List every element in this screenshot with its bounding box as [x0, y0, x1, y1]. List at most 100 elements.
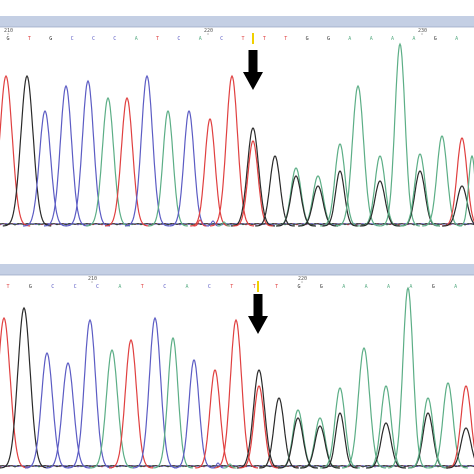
trace-peak	[276, 175, 316, 227]
base-call: G	[434, 36, 437, 42]
trace-peak	[446, 385, 474, 469]
panel-divider	[0, 232, 474, 262]
base-call: A	[118, 284, 121, 290]
trace-peak	[342, 346, 386, 469]
trace-peak	[148, 109, 188, 227]
trace-peak	[90, 348, 134, 469]
trace-peak	[193, 219, 207, 227]
trace-peak	[195, 369, 235, 469]
trace-peak	[233, 140, 273, 227]
trace-peak	[217, 221, 231, 227]
trace-peak	[278, 409, 318, 469]
trace-peak	[300, 425, 340, 469]
base-call: C	[92, 36, 95, 42]
trace-peak	[230, 127, 276, 227]
trace-peak	[336, 84, 380, 227]
trace-peak	[45, 362, 91, 469]
position-label: 210	[4, 28, 13, 34]
position-label: 220	[298, 276, 307, 282]
base-call: T	[28, 36, 31, 42]
trace-peak	[380, 42, 420, 227]
trace-peak	[400, 153, 440, 227]
trace-peak	[133, 316, 177, 469]
trace-peak	[442, 185, 474, 227]
base-call: G	[29, 284, 32, 290]
trace-peak	[422, 135, 462, 227]
base-call: C	[208, 284, 211, 290]
trace-peak	[458, 154, 474, 227]
base-call: C	[51, 284, 54, 290]
trace-peak	[360, 180, 400, 227]
down-arrow-icon	[243, 50, 263, 90]
base-call: A	[455, 36, 458, 42]
base-call: A	[409, 284, 412, 290]
trace-peak	[366, 422, 406, 469]
base-call: C	[163, 284, 166, 290]
trace-peak	[446, 427, 474, 469]
base-call: C	[113, 36, 116, 42]
base-call: A	[199, 36, 202, 42]
trace-peak	[2, 74, 52, 227]
base-call: A	[342, 284, 345, 290]
chromatogram-trace-top: 210 220 230 G T G C C C A T C A C T T T G G A A A A G A	[0, 16, 474, 227]
trace-peak	[214, 318, 258, 469]
trace-peak	[68, 318, 112, 469]
trace-peak	[169, 109, 209, 227]
chromatogram-panel-bottom: 210 220 T G C C C A T C A C T T T G G A A A A G A	[0, 252, 474, 474]
base-call: A	[391, 36, 394, 42]
base-call: C	[74, 284, 77, 290]
trace-peak	[223, 463, 237, 469]
trace-peak	[174, 359, 214, 469]
base-call: A	[365, 284, 368, 290]
position-label: 220	[204, 28, 213, 34]
chromatogram-trace-bottom: 210 220 T G C C C A T C A C T T T G G A A A A G A	[0, 264, 474, 469]
chromatogram-panel-top: 210 220 230 G T G C C C A T C A C T T T G G A A A A G A	[0, 16, 474, 227]
trace-peak	[211, 462, 225, 469]
base-call: A	[387, 284, 390, 290]
trace-peak	[320, 143, 360, 227]
base-call: C	[96, 284, 99, 290]
position-label: 210	[88, 276, 97, 282]
trace-peak	[210, 74, 254, 227]
header-bar	[0, 16, 474, 27]
base-call: T	[263, 36, 266, 42]
base-call: T	[253, 284, 256, 290]
trace-peak	[105, 96, 149, 227]
trace-peak	[44, 84, 88, 227]
down-arrow-icon	[248, 294, 268, 334]
header-bar	[0, 264, 474, 275]
base-call: T	[141, 284, 144, 290]
base-call: T	[156, 36, 159, 42]
base-call: T	[6, 284, 9, 290]
trace-peak	[109, 338, 153, 469]
base-call: T	[230, 284, 233, 290]
baseline-trace	[0, 464, 474, 468]
base-call: A	[370, 36, 373, 42]
base-call: G	[49, 36, 52, 42]
base-call: A	[185, 284, 188, 290]
trace-peak	[0, 74, 31, 227]
trace-peak	[24, 351, 70, 469]
trace-peak	[125, 74, 169, 227]
base-call: G	[306, 36, 309, 42]
trace-peak	[428, 382, 468, 469]
trace-peak	[322, 170, 358, 227]
base-call: A	[348, 36, 351, 42]
trace-peak	[0, 316, 29, 469]
trace-peak	[278, 417, 318, 469]
trace-peak	[322, 412, 358, 469]
trace-peak	[153, 336, 193, 469]
base-call: T	[241, 36, 244, 42]
base-call: G	[432, 284, 435, 290]
base-call: A	[454, 284, 457, 290]
position-label: 230	[418, 28, 427, 34]
base-call: T	[275, 284, 278, 290]
base-call: C	[177, 36, 180, 42]
trace-peak	[320, 387, 360, 469]
trace-peak	[388, 286, 428, 469]
trace-peak	[255, 155, 295, 227]
trace-peak	[408, 412, 448, 469]
base-call: C	[71, 36, 74, 42]
base-call: A	[135, 36, 138, 42]
base-call: A	[412, 36, 415, 42]
